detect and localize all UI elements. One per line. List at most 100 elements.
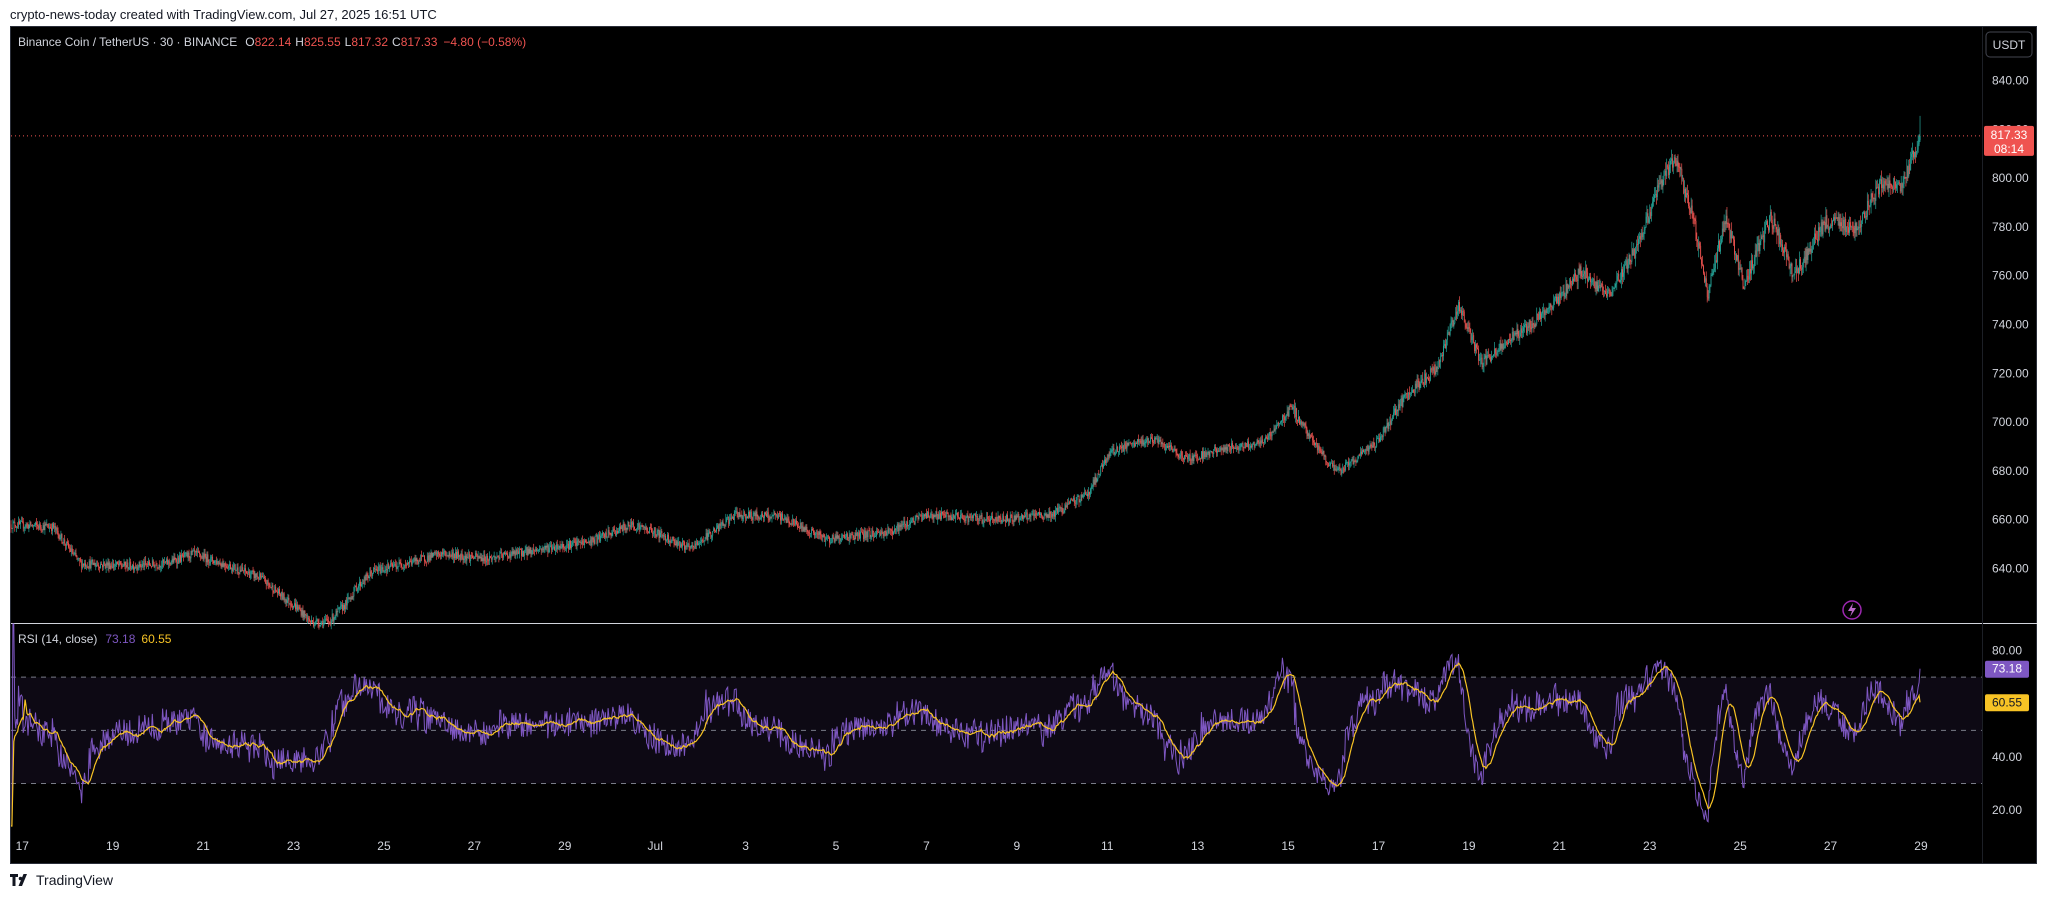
candle-body (603, 532, 604, 534)
candle (1422, 372, 1424, 385)
candle (940, 510, 942, 521)
candle (1412, 389, 1414, 393)
candle-body (627, 521, 629, 529)
candle-body (491, 556, 493, 560)
candle (1383, 425, 1385, 433)
candle-body (1059, 506, 1061, 509)
candle-body (917, 516, 919, 520)
candle (497, 555, 499, 558)
candle-body (293, 605, 295, 608)
candle-body (131, 568, 133, 570)
candle-body (826, 537, 828, 540)
candle (295, 598, 296, 612)
candle (1114, 451, 1116, 457)
candle-body (383, 570, 385, 572)
candle-body (297, 606, 299, 610)
candle (894, 528, 896, 535)
candle (845, 534, 846, 540)
candle (318, 618, 320, 630)
candle-body (848, 534, 850, 541)
candle-body (1515, 332, 1517, 335)
candle (1193, 454, 1195, 465)
candle (310, 620, 311, 626)
candle-body (1216, 448, 1218, 453)
candle-body (708, 531, 710, 533)
candle (1069, 500, 1071, 505)
candle (1490, 354, 1492, 363)
candle (1169, 442, 1170, 452)
candle-body (21, 521, 22, 522)
candle-body (332, 614, 334, 622)
candle (137, 564, 139, 571)
candle (947, 512, 949, 521)
candle-body (690, 545, 692, 548)
candle (960, 509, 962, 519)
candle (1517, 324, 1519, 339)
candle-body (1127, 442, 1129, 446)
candle (1200, 457, 1201, 463)
candle (511, 547, 513, 557)
candle (525, 544, 527, 556)
candle (694, 540, 696, 550)
candle-body (1125, 444, 1127, 449)
candle-body (190, 550, 192, 559)
candle (977, 518, 979, 526)
candle (779, 510, 781, 517)
candle-body (1547, 308, 1549, 309)
candle-body (393, 565, 394, 567)
candle-body (605, 532, 607, 538)
candle (160, 565, 162, 573)
candle (451, 549, 453, 560)
candle-body (819, 531, 821, 535)
candle (1409, 386, 1411, 400)
candle-body (55, 527, 57, 530)
candle-body (1320, 451, 1322, 453)
candle-body (1154, 437, 1155, 443)
candle (1527, 322, 1529, 331)
candle-body (242, 567, 244, 571)
candle-body (1533, 324, 1535, 327)
candle-body (146, 563, 148, 565)
candle (760, 514, 762, 520)
candle (1194, 452, 1196, 457)
candle (253, 569, 255, 582)
candle (1539, 307, 1541, 321)
candle-body (424, 555, 425, 562)
candle (1536, 307, 1538, 327)
candle (1047, 513, 1049, 519)
candle (1396, 409, 1398, 417)
candle (1241, 442, 1243, 448)
candle-body (36, 522, 37, 525)
candle (134, 562, 136, 569)
candle-body (1226, 447, 1228, 452)
candle-body (857, 532, 859, 537)
candle-body (108, 562, 110, 569)
candle-body (973, 514, 975, 519)
candle (1568, 284, 1570, 289)
candle (1454, 316, 1456, 325)
candle-body (617, 531, 619, 534)
candle-body (500, 552, 502, 553)
candle-body (474, 557, 475, 559)
candle (1335, 464, 1337, 472)
candle (261, 572, 263, 580)
candle-body (423, 555, 425, 557)
candle-body (413, 558, 415, 560)
candle (469, 551, 471, 563)
candle (415, 554, 417, 565)
candle-body (1485, 355, 1487, 365)
candle-body (922, 517, 924, 521)
candle (1246, 443, 1248, 448)
candle (1088, 487, 1089, 501)
candle (28, 524, 30, 533)
candle-body (1446, 332, 1448, 340)
candle (1414, 381, 1416, 397)
candle-body (1140, 440, 1142, 444)
candle (502, 553, 504, 561)
candle-body (941, 511, 943, 520)
candle-body (309, 618, 311, 622)
candle (636, 523, 638, 532)
candle (1576, 274, 1578, 290)
candle (556, 539, 558, 554)
